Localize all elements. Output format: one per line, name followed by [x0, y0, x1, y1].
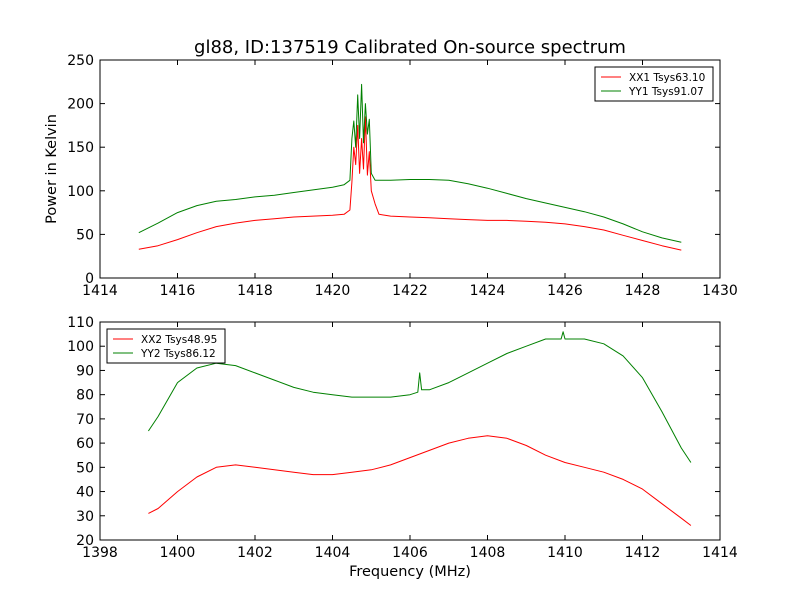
y-tick-label: 60 — [76, 436, 94, 452]
y-tick-label: 50 — [76, 460, 94, 476]
x-tick-label: 1406 — [392, 545, 428, 561]
y-tick-label: 150 — [67, 140, 94, 156]
chart-title: gl88, ID:137519 Calibrated On-source spe… — [194, 37, 626, 58]
legend-label: YY2 Tsys86.12 — [140, 348, 216, 360]
legend: XX2 Tsys48.95 YY2 Tsys86.12 — [106, 328, 226, 364]
y-tick-label: 200 — [67, 97, 94, 113]
y-tick-label: 90 — [76, 363, 94, 379]
bottom-panel: 1398 1400 1402 1404 1406 1408 1410 1412 1414 20 30… — [67, 315, 738, 561]
y-tick-label: 20 — [76, 533, 94, 549]
top-panel: 1414 1416 1418 1420 1422 1424 1426 1428 1430 0 50 1… — [67, 53, 738, 299]
x-tick-label: 1422 — [392, 283, 428, 299]
y-tick-label: 100 — [67, 339, 94, 355]
legend-box — [106, 328, 226, 364]
x-tick-label: 1410 — [547, 545, 583, 561]
x-tick-label: 1408 — [470, 545, 506, 561]
x-tick-label: 1424 — [470, 283, 506, 299]
x-tick-label: 1414 — [82, 283, 118, 299]
y-tick-label: 110 — [67, 315, 94, 331]
y-tick-label: 100 — [67, 184, 94, 200]
x-axis-title: Frequency (MHz) — [349, 564, 471, 580]
x-tick-label: 1416 — [160, 283, 196, 299]
series-line-bottom-1 — [147, 331, 692, 463]
x-tick-label: 1412 — [625, 545, 661, 561]
series-line-top-1 — [138, 83, 682, 243]
x-tick-label: 1426 — [547, 283, 583, 299]
y-tick-label: 250 — [67, 53, 94, 69]
x-tick-label: 1428 — [625, 283, 661, 299]
y-axis-title: Power in Kelvin — [44, 114, 60, 224]
legend-label: XX2 Tsys48.95 — [141, 334, 217, 346]
x-tick-label: 1420 — [315, 283, 351, 299]
x-tick-label: 1400 — [160, 545, 196, 561]
legend-label: XX1 Tsys63.10 — [629, 72, 705, 84]
x-tick-label: 1414 — [702, 545, 738, 561]
series-line-bottom-0 — [148, 435, 692, 526]
x-tick-label: 1430 — [702, 283, 738, 299]
y-tick-label: 50 — [76, 227, 94, 243]
x-tick-label: 1402 — [237, 545, 273, 561]
x-tick-label: 1404 — [315, 545, 351, 561]
legend-box — [594, 66, 714, 102]
legend-label: YY1 Tsys91.07 — [628, 86, 704, 98]
legend: XX1 Tsys63.10 YY1 Tsys91.07 — [594, 66, 714, 102]
series-line-top-0 — [138, 116, 682, 251]
y-tick-label: 30 — [76, 509, 94, 525]
y-tick-label: 0 — [85, 271, 94, 287]
y-tick-label: 70 — [76, 412, 94, 428]
x-tick-label: 1418 — [237, 283, 273, 299]
y-tick-label: 40 — [76, 485, 94, 501]
x-tick-label: 1398 — [82, 545, 118, 561]
y-tick-label: 80 — [76, 388, 94, 404]
